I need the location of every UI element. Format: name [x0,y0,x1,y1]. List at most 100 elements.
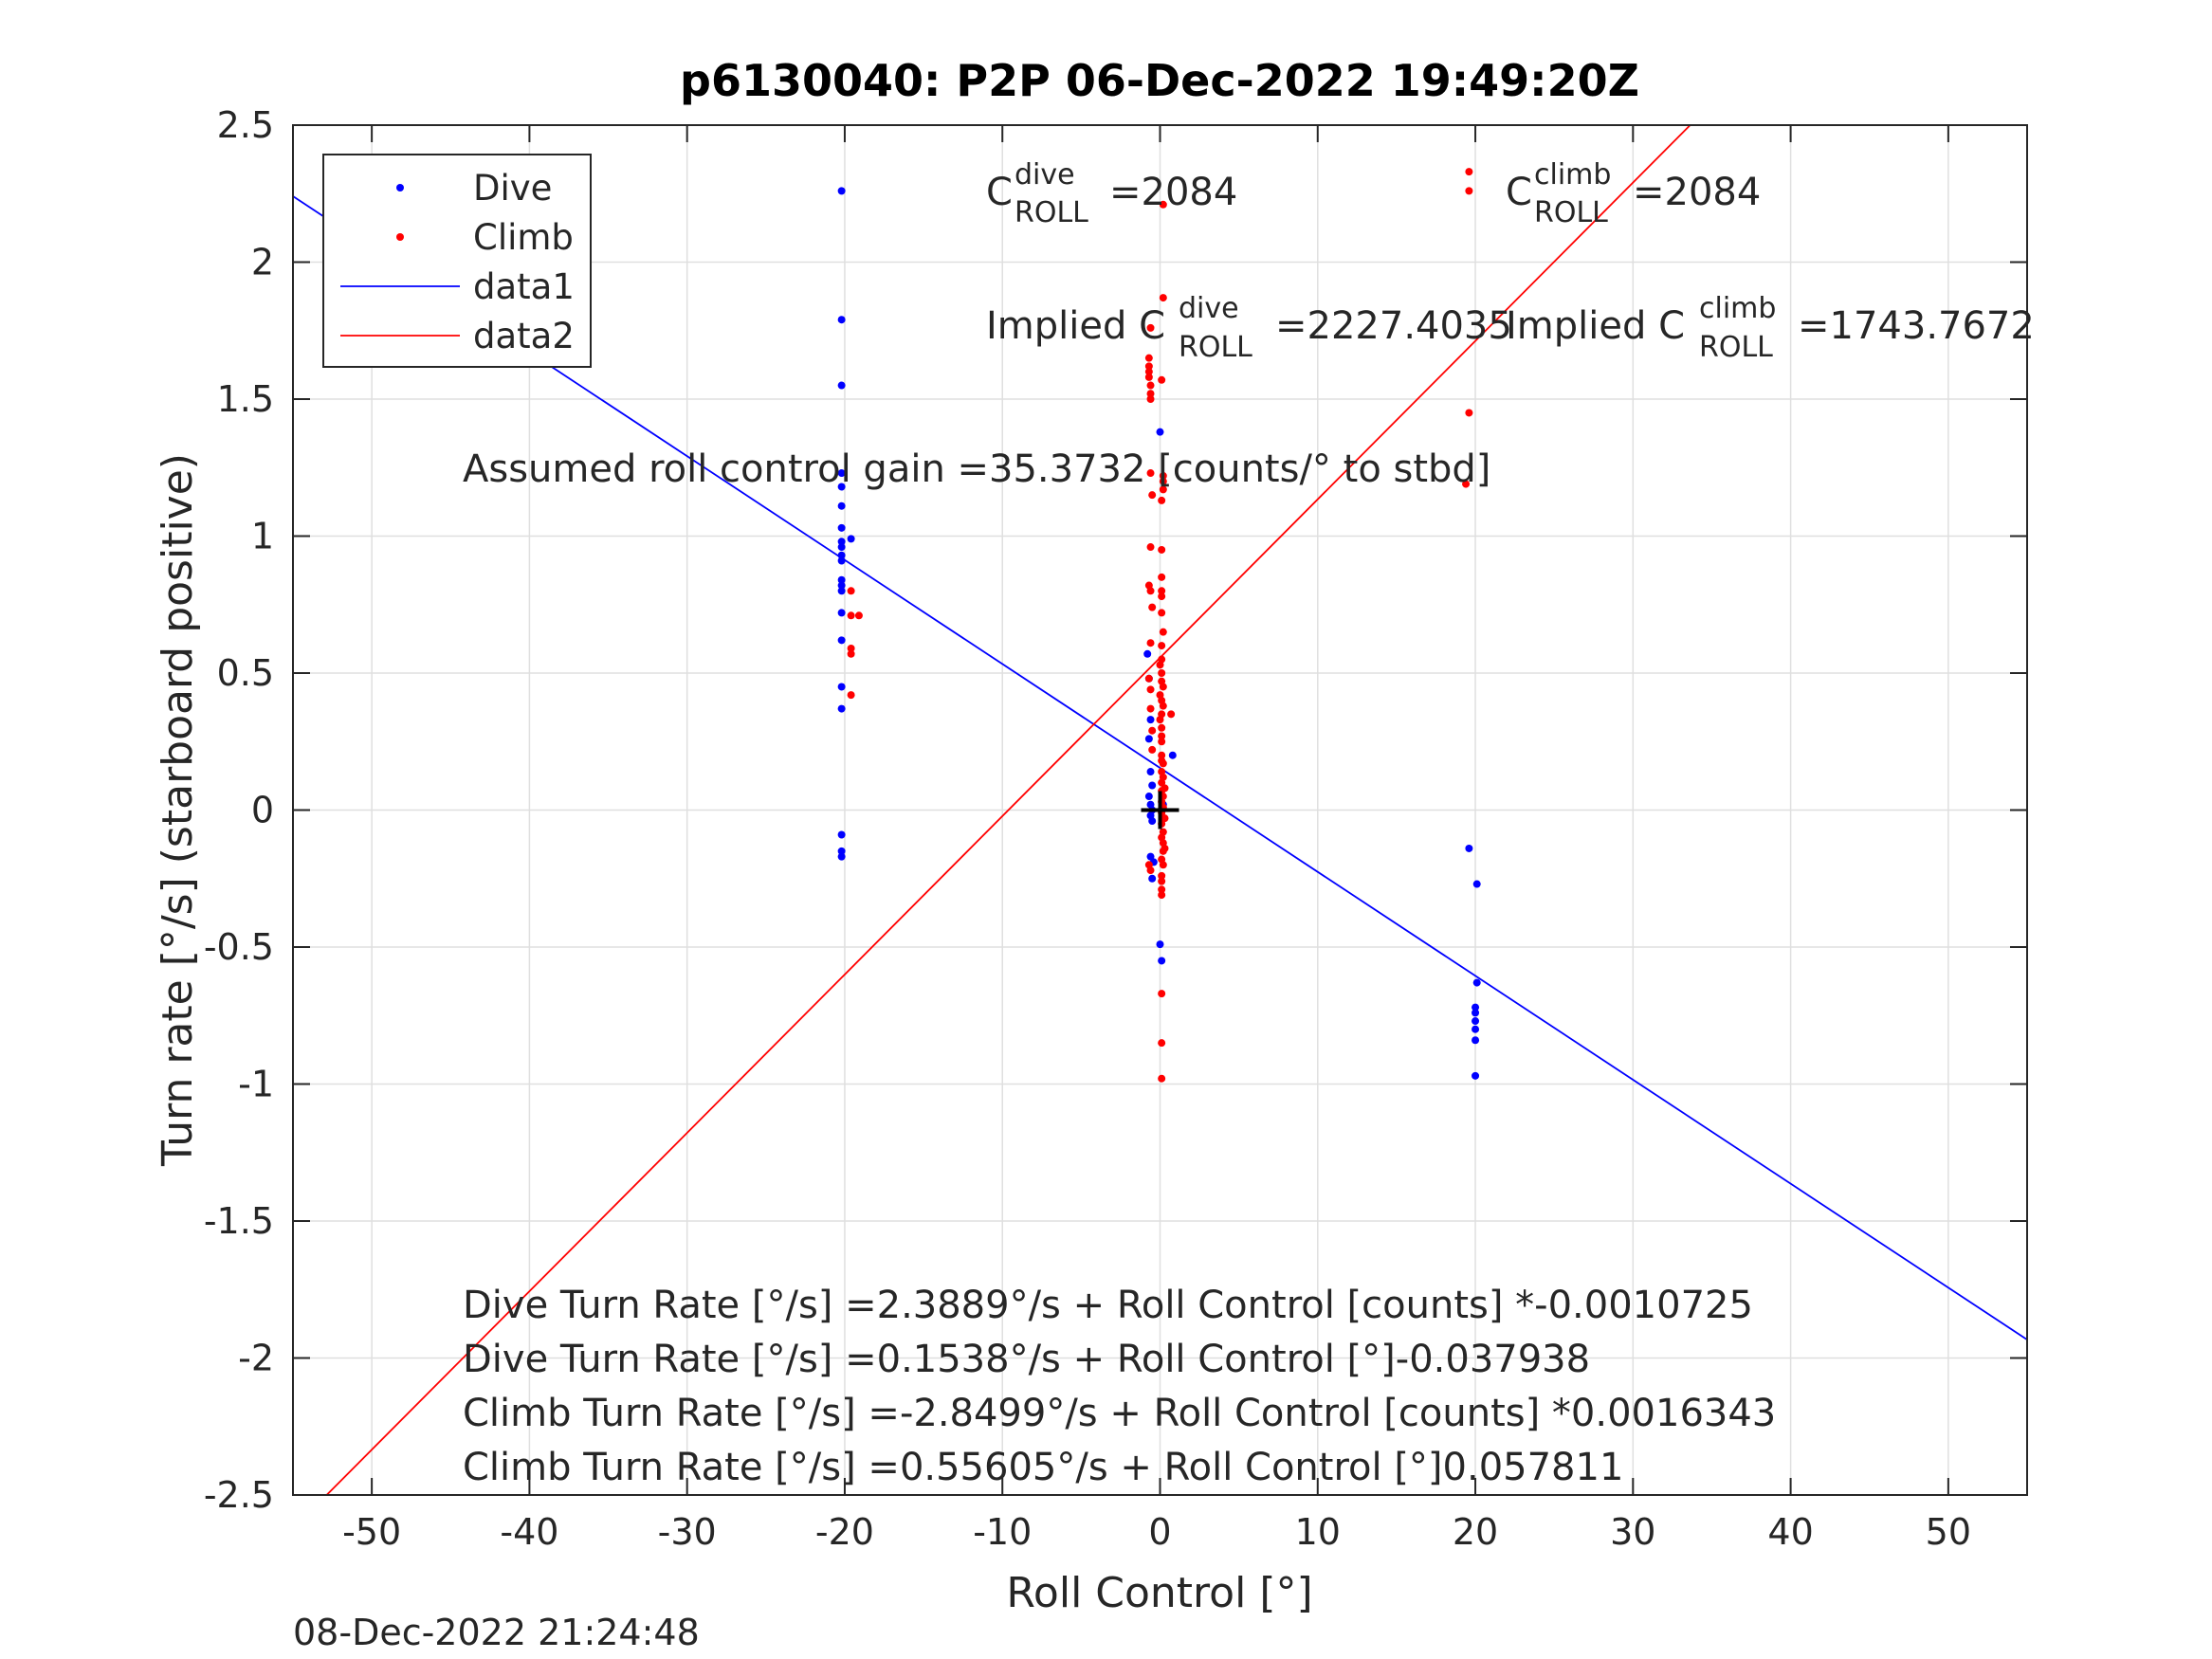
fit-lines [292,124,2028,1496]
dive-point [1146,716,1155,724]
y-tick-label: 0 [251,790,274,831]
climb-point [1146,704,1155,713]
dive-point [1472,1071,1480,1080]
climb-point [1146,323,1155,332]
climb-point [1158,871,1166,880]
c-dive-annotation: C dive ROLL =2084 [986,158,1237,229]
x-tick-label: 0 [1148,1511,1171,1553]
climb-point [1158,609,1166,617]
climb-point [1158,732,1166,740]
climb-point [1159,294,1167,302]
implied-dive-value: =2227.4035 [1275,304,1512,348]
dive-point [1146,852,1155,861]
climb-point [847,644,855,652]
legend-marker-dive [396,184,404,191]
svg-text:climb: climb [1534,158,1611,191]
implied-dive-sub: ROLL [1179,331,1252,364]
y-tick-label: 2 [251,242,274,283]
implied-dive-prefix: Implied C [986,304,1165,348]
climb-point [1144,373,1153,381]
climb-point [1146,543,1155,552]
dive-point [1472,978,1481,987]
climb-point [1146,390,1155,398]
dive-point [1148,781,1157,790]
c-climb-prefix: C [1506,171,1532,214]
climb-point [1158,990,1166,998]
climb-point [1158,723,1166,732]
dive-point [1148,817,1157,826]
dive-point [837,538,846,546]
x-tick-label: -30 [658,1511,717,1553]
svg-text:ROLL: ROLL [1179,331,1252,364]
climb-point [1161,814,1169,823]
climb-point [1146,866,1155,875]
x-axis-label: Roll Control [°] [1006,1569,1312,1617]
svg-text:=1743.7672: =1743.7672 [1798,304,2035,348]
fit-equation-2: Dive Turn Rate [°/s] =0.1538°/s + Roll C… [463,1338,1590,1381]
dive-point [837,587,846,595]
dive-point [1144,793,1153,801]
y-tick-label: -0.5 [204,926,274,968]
svg-text:ROLL: ROLL [1699,331,1773,364]
dive-point [837,847,846,855]
dive-point [837,581,846,590]
climb-point [1159,759,1167,768]
y-tick-label: -1 [238,1064,274,1105]
svg-text:C: C [986,171,1013,214]
dive-point [837,551,846,559]
x-tick-label: -20 [815,1511,874,1553]
climb-point [1158,573,1166,581]
roll-gain-annotation: Assumed roll control gain =35.3732 [coun… [463,447,1490,491]
climb-point [1146,639,1155,647]
svg-text:Implied C: Implied C [1506,304,1685,348]
dive-point [837,852,846,861]
climb-point [1144,354,1153,362]
dive-point [1146,768,1155,776]
x-tick-label: 30 [1610,1511,1655,1553]
climb-point [1146,469,1155,478]
dive-point [1143,649,1152,658]
dive-point [1472,880,1481,888]
svg-text:C: C [1506,171,1532,214]
dive-point [1472,1017,1480,1026]
climb-point [1158,885,1166,894]
dive-point [1158,957,1166,965]
dive-point [837,523,846,532]
c-dive-sup: dive [1015,158,1075,191]
implied-climb-sub: ROLL [1699,331,1773,364]
y-tick-label: 1 [251,516,274,557]
climb-point [1146,395,1155,403]
dive-point [837,469,846,478]
climb-point [1465,168,1473,176]
timestamp: 08-Dec-2022 21:24:48 [293,1612,700,1653]
implied-dive-annotation: Implied C dive ROLL =2227.4035 [986,292,1512,364]
dive-point [1465,844,1473,852]
svg-text:=2084: =2084 [1109,171,1237,214]
dive-point [1168,751,1177,759]
climb-point [1146,587,1155,595]
climb-point [1167,710,1176,719]
svg-text:Implied C: Implied C [986,304,1165,348]
climb-point [1144,362,1153,371]
dive-point [837,501,846,510]
climb-point [854,611,863,620]
dive-point [837,575,846,584]
x-tick-label: -40 [500,1511,558,1553]
climb-point [1159,471,1167,480]
x-tick-label: -50 [342,1511,401,1553]
legend-label: data2 [473,316,575,356]
climb-point [1148,745,1157,754]
chart-title: p6130040: P2P 06-Dec-2022 19:49:20Z [680,55,1639,106]
y-tick-label: -2 [238,1338,274,1379]
c-climb-sup: climb [1534,158,1611,191]
x-tick-label: 20 [1453,1511,1498,1553]
implied-climb-prefix: Implied C [1506,304,1685,348]
climb-point [847,649,855,658]
climb-point [1144,674,1153,683]
dive-point [1472,1025,1480,1033]
legend-items: Dive Climb data1 data2 [340,168,575,356]
dive-point [837,704,846,713]
implied-dive-sup: dive [1179,292,1239,325]
dive-point [1472,1036,1480,1045]
fit-equation-1: Dive Turn Rate [°/s] =2.3889°/s + Roll C… [463,1284,1753,1327]
